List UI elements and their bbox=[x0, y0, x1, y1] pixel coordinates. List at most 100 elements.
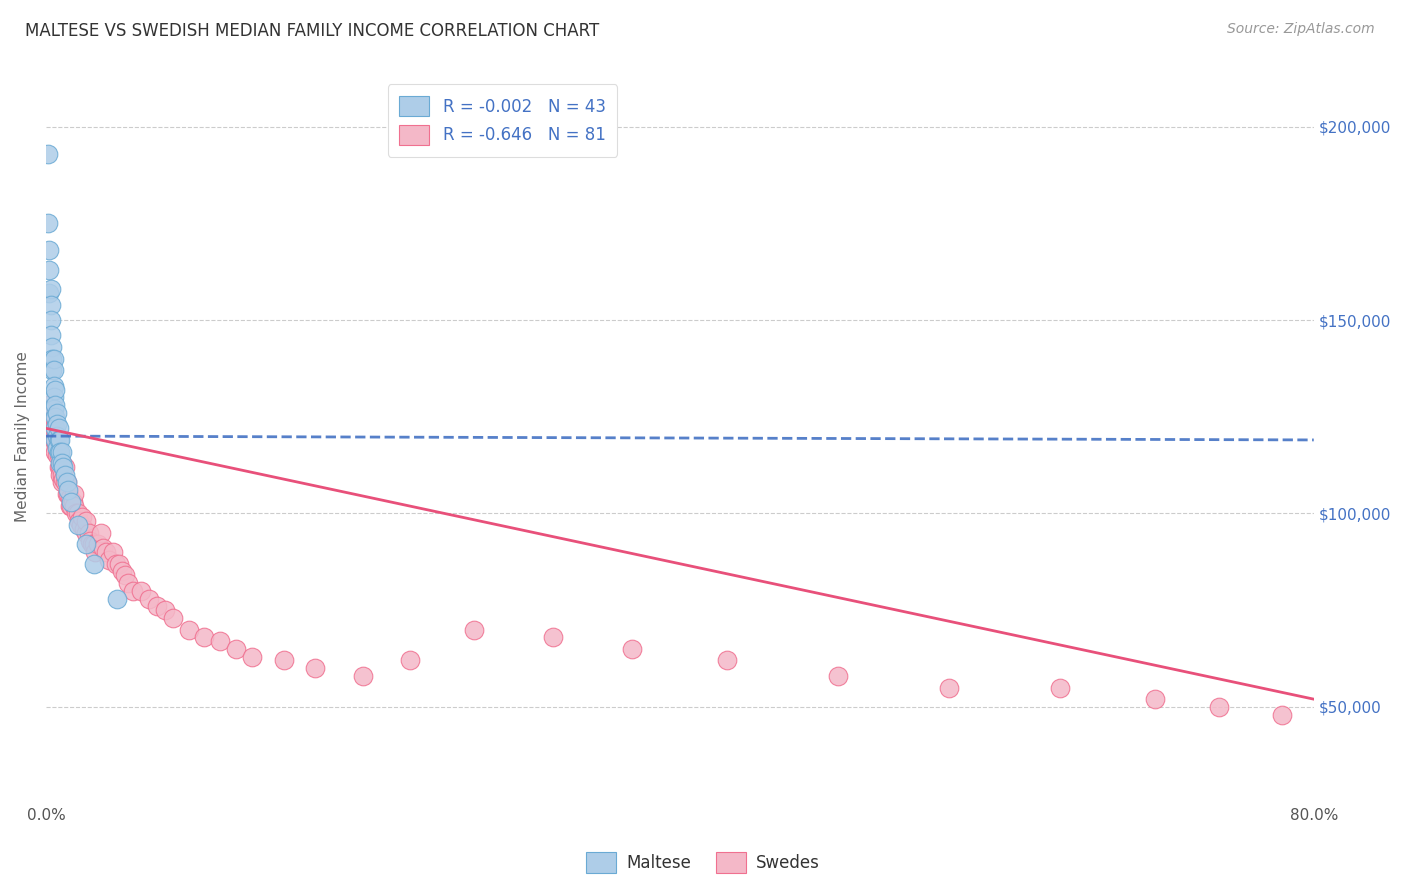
Point bbox=[48, 460, 70, 475]
Point bbox=[44, 409, 66, 424]
Point bbox=[44, 433, 66, 447]
Point bbox=[51, 456, 73, 470]
Point bbox=[463, 623, 485, 637]
Point bbox=[138, 591, 160, 606]
Point bbox=[42, 378, 65, 392]
Point bbox=[63, 499, 86, 513]
Legend: R = -0.002   N = 43, R = -0.646   N = 81: R = -0.002 N = 43, R = -0.646 N = 81 bbox=[388, 84, 617, 156]
Point bbox=[225, 641, 247, 656]
Point bbox=[39, 297, 62, 311]
Point bbox=[42, 351, 65, 366]
Point bbox=[162, 611, 184, 625]
Point bbox=[399, 653, 422, 667]
Point bbox=[46, 437, 69, 451]
Point bbox=[48, 449, 70, 463]
Point bbox=[209, 634, 232, 648]
Point bbox=[273, 653, 295, 667]
Point bbox=[153, 603, 176, 617]
Point bbox=[67, 514, 90, 528]
Point bbox=[105, 591, 128, 606]
Point bbox=[146, 599, 169, 614]
Point bbox=[51, 467, 73, 482]
Point bbox=[38, 285, 60, 300]
Point bbox=[46, 429, 69, 443]
Point bbox=[44, 398, 66, 412]
Point bbox=[621, 641, 644, 656]
Point bbox=[46, 417, 69, 432]
Point bbox=[42, 402, 65, 417]
Text: Source: ZipAtlas.com: Source: ZipAtlas.com bbox=[1227, 22, 1375, 37]
Point bbox=[48, 444, 70, 458]
Y-axis label: Median Family Income: Median Family Income bbox=[15, 351, 30, 522]
Point bbox=[44, 421, 66, 435]
Point bbox=[96, 545, 118, 559]
Point bbox=[63, 487, 86, 501]
Point bbox=[177, 623, 200, 637]
Point bbox=[53, 475, 76, 490]
Point bbox=[42, 363, 65, 377]
Point bbox=[1271, 707, 1294, 722]
Point bbox=[41, 437, 63, 451]
Point bbox=[1049, 681, 1071, 695]
Point bbox=[91, 541, 114, 556]
Point bbox=[65, 507, 87, 521]
Point bbox=[108, 557, 131, 571]
Point bbox=[53, 467, 76, 482]
Point bbox=[59, 499, 82, 513]
Point bbox=[240, 649, 263, 664]
Point bbox=[51, 475, 73, 490]
Point bbox=[60, 499, 83, 513]
Point bbox=[304, 661, 326, 675]
Point bbox=[46, 441, 69, 455]
Point bbox=[42, 421, 65, 435]
Point bbox=[53, 460, 76, 475]
Point bbox=[541, 630, 564, 644]
Point bbox=[51, 444, 73, 458]
Point bbox=[98, 553, 121, 567]
Point bbox=[352, 669, 374, 683]
Point bbox=[101, 545, 124, 559]
Point bbox=[55, 475, 77, 490]
Point bbox=[59, 491, 82, 505]
Point bbox=[38, 244, 60, 258]
Point bbox=[42, 433, 65, 447]
Point bbox=[52, 472, 75, 486]
Point bbox=[56, 483, 79, 498]
Point bbox=[37, 216, 59, 230]
Point bbox=[87, 537, 110, 551]
Point bbox=[114, 568, 136, 582]
Point bbox=[41, 351, 63, 366]
Point bbox=[42, 409, 65, 424]
Point bbox=[66, 518, 89, 533]
Point bbox=[39, 282, 62, 296]
Point bbox=[716, 653, 738, 667]
Point bbox=[49, 444, 72, 458]
Point bbox=[104, 557, 127, 571]
Point bbox=[46, 406, 69, 420]
Point bbox=[38, 398, 60, 412]
Point bbox=[111, 565, 134, 579]
Point bbox=[55, 487, 77, 501]
Point bbox=[37, 146, 59, 161]
Point bbox=[49, 460, 72, 475]
Point bbox=[51, 456, 73, 470]
Point bbox=[75, 525, 97, 540]
Point bbox=[48, 433, 70, 447]
Point bbox=[60, 495, 83, 509]
Point bbox=[44, 421, 66, 435]
Point bbox=[69, 518, 91, 533]
Point bbox=[193, 630, 215, 644]
Point bbox=[83, 557, 105, 571]
Point bbox=[79, 533, 101, 548]
Point bbox=[73, 522, 96, 536]
Point bbox=[75, 537, 97, 551]
Text: MALTESE VS SWEDISH MEDIAN FAMILY INCOME CORRELATION CHART: MALTESE VS SWEDISH MEDIAN FAMILY INCOME … bbox=[25, 22, 599, 40]
Point bbox=[44, 433, 66, 447]
Point bbox=[49, 467, 72, 482]
Point bbox=[1144, 692, 1167, 706]
Point bbox=[49, 433, 72, 447]
Point bbox=[55, 475, 77, 490]
Point bbox=[39, 421, 62, 435]
Point bbox=[41, 429, 63, 443]
Point bbox=[56, 487, 79, 501]
